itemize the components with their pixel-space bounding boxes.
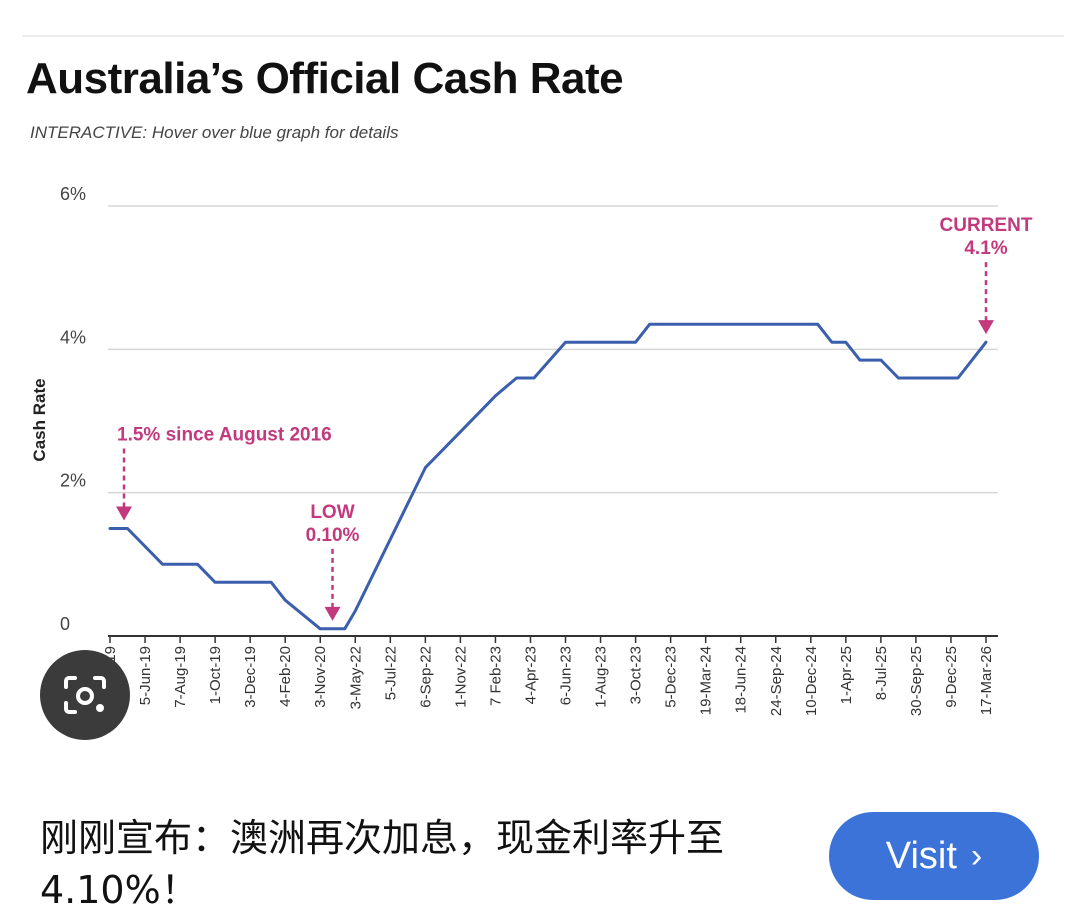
x-tick-label: 18-Jun-24 — [733, 646, 750, 714]
x-tick-label: 3-Nov-20 — [312, 646, 329, 708]
y-tick-label: 4% — [60, 327, 86, 347]
annotation-label: 0.10% — [306, 525, 360, 546]
chevron-right-icon: › — [970, 836, 983, 875]
chart-title: Australia’s Official Cash Rate — [26, 54, 624, 103]
annotation-label: 1.5% since August 2016 — [117, 425, 332, 446]
top-divider — [22, 35, 1064, 37]
y-tick-label: 0 — [60, 614, 70, 634]
x-tick-label: 17-Mar-26 — [978, 646, 995, 715]
x-tick-label: 5-Jul-22 — [382, 646, 399, 700]
x-tick-label: 6-Jun-23 — [558, 646, 575, 705]
x-tick-label: 30-Sep-25 — [908, 646, 925, 716]
image-search-lens-button[interactable] — [40, 650, 130, 740]
x-tick-label: 19-Mar-24 — [698, 646, 715, 715]
y-axis-label: Cash Rate — [30, 378, 49, 461]
y-tick-label: 6% — [60, 184, 86, 204]
headline-caption[interactable]: 刚刚宣布：澳洲再次加息，现金利率升至4.10%！ — [40, 816, 725, 912]
cash-rate-line[interactable] — [108, 322, 988, 631]
x-tick-label: 4-Apr-23 — [522, 646, 539, 704]
x-tick-label: 5-Jun-19 — [137, 646, 154, 705]
x-tick-label: 7 Feb-23 — [487, 646, 504, 706]
x-tick-label: 3-Dec-19 — [242, 646, 259, 708]
chart-subtitle: INTERACTIVE: Hover over blue graph for d… — [30, 123, 399, 142]
x-tick-label: 3-May-22 — [347, 646, 364, 709]
cash-rate-chart[interactable]: 02%4%6%Cash Rate3-Apr-195-Jun-197-Aug-19… — [0, 0, 1080, 800]
y-tick-label: 2% — [60, 471, 86, 491]
x-tick-label: 10-Dec-24 — [803, 646, 820, 716]
annotation-arrowhead — [116, 506, 133, 521]
x-tick-label: 4-Feb-20 — [277, 646, 294, 707]
x-tick-label: 1-Apr-25 — [838, 646, 855, 704]
x-tick-label: 5-Dec-23 — [663, 646, 680, 708]
annotation-label: 4.1% — [964, 238, 1007, 259]
x-tick-label: 1-Oct-19 — [207, 646, 224, 704]
x-tick-label: 3-Oct-23 — [628, 646, 645, 704]
x-tick-label: 6-Sep-22 — [417, 646, 434, 708]
annotation-arrowhead — [324, 606, 341, 621]
x-tick-label: 9-Dec-25 — [943, 646, 960, 708]
camera-lens-icon — [64, 676, 106, 714]
visit-button[interactable]: Visit › — [829, 812, 1039, 900]
x-tick-label: 1-Aug-23 — [593, 646, 610, 708]
annotation-arrowhead — [978, 320, 994, 335]
annotation-label: LOW — [310, 502, 354, 523]
visit-button-label: Visit — [885, 834, 957, 877]
annotation-label: CURRENT — [940, 215, 1033, 236]
x-tick-label: 8-Jul-25 — [873, 646, 890, 700]
x-tick-label: 24-Sep-24 — [768, 646, 785, 716]
x-tick-label: 7-Aug-19 — [172, 646, 189, 708]
x-tick-label: 1-Nov-22 — [452, 646, 469, 708]
